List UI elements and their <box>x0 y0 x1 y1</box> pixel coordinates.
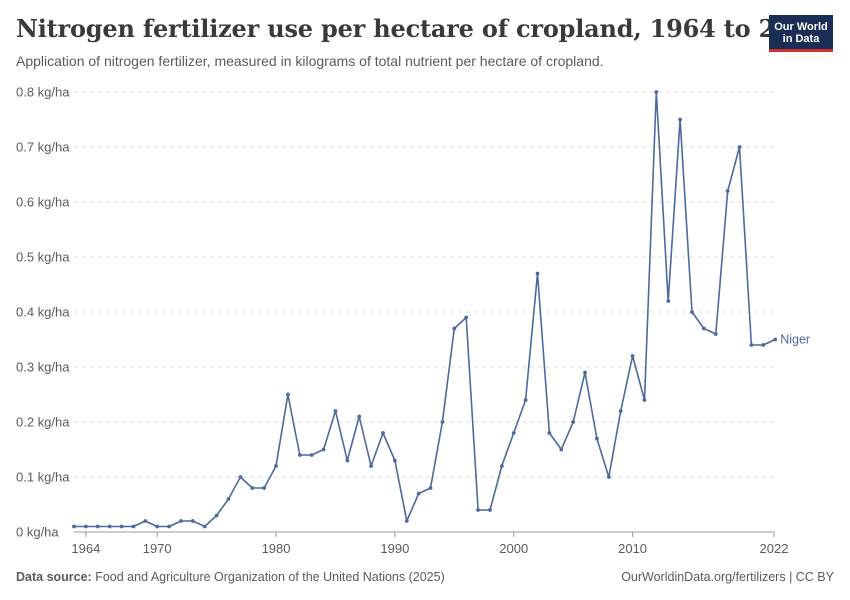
data-point <box>392 458 397 463</box>
data-point <box>72 524 76 529</box>
data-point <box>190 519 195 523</box>
data-point <box>618 409 623 413</box>
data-point <box>642 398 647 402</box>
data-point <box>452 326 457 331</box>
data-source-text: Food and Agriculture Organization of the… <box>95 570 445 584</box>
x-tick-label: 1970 <box>143 541 172 556</box>
x-tick-label: 1964 <box>71 541 100 556</box>
data-point <box>119 524 124 529</box>
data-point <box>523 398 528 402</box>
data-point <box>83 524 88 529</box>
data-point <box>547 431 552 435</box>
data-point <box>761 343 766 347</box>
data-point <box>131 524 136 529</box>
data-point <box>595 436 599 441</box>
data-point <box>262 486 267 490</box>
data-point <box>416 491 421 496</box>
x-tick-label: 2000 <box>499 541 528 556</box>
chart-title: Nitrogen fertilizer use per hectare of c… <box>16 14 825 43</box>
series-label: Niger <box>780 333 810 347</box>
x-tick-label: 2022 <box>760 541 789 556</box>
logo-line-2: in Data <box>782 33 820 45</box>
data-point <box>226 497 231 501</box>
data-source: Data source: Food and Agriculture Organi… <box>16 570 445 584</box>
owid-logo[interactable]: Our World in Data <box>769 15 833 52</box>
y-tick-label: 0.5 kg/ha <box>16 250 70 265</box>
x-tick-label: 1980 <box>262 541 291 556</box>
data-point <box>476 508 480 512</box>
data-point <box>143 519 148 523</box>
data-point <box>167 524 171 529</box>
data-point <box>428 486 433 490</box>
data-point <box>583 370 587 375</box>
data-point <box>369 464 374 468</box>
series-line-niger <box>74 91 776 528</box>
data-source-label: Data source: <box>16 570 92 584</box>
data-point <box>321 447 326 452</box>
data-point <box>630 354 635 358</box>
data-point <box>107 524 112 529</box>
data-point <box>333 409 338 413</box>
data-point <box>286 392 290 397</box>
data-point <box>499 464 504 468</box>
data-point <box>202 524 207 529</box>
data-point <box>737 145 742 149</box>
data-point <box>214 513 219 518</box>
data-point <box>357 414 362 419</box>
data-point <box>511 431 516 435</box>
data-point <box>654 90 659 94</box>
data-point <box>666 299 671 303</box>
data-point <box>749 343 754 347</box>
data-point <box>381 431 385 435</box>
y-tick-label: 0.4 kg/ha <box>16 305 70 320</box>
data-point <box>274 464 278 468</box>
data-point <box>440 420 445 424</box>
data-point <box>95 524 100 529</box>
data-point <box>606 475 611 479</box>
y-tick-label: 0.3 kg/ha <box>16 360 70 375</box>
data-point <box>571 420 576 424</box>
data-point <box>404 519 409 523</box>
data-point <box>488 508 492 512</box>
data-point <box>464 315 469 320</box>
data-point <box>297 453 302 457</box>
data-point <box>345 458 350 463</box>
data-point <box>179 519 183 523</box>
x-tick-label: 2010 <box>618 541 647 556</box>
data-point <box>535 271 540 276</box>
data-point <box>309 453 314 457</box>
data-point <box>155 524 160 529</box>
data-point <box>250 486 255 490</box>
data-point <box>773 337 778 342</box>
x-tick-label: 1990 <box>380 541 409 556</box>
data-point <box>678 117 683 122</box>
y-tick-label: 0.7 kg/ha <box>16 140 70 155</box>
footer-link[interactable]: OurWorldinData.org/fertilizers | CC BY <box>621 570 834 584</box>
data-point <box>701 326 706 331</box>
logo-line-1: Our World <box>774 21 828 33</box>
chart-subtitle: Application of nitrogen fertilizer, meas… <box>16 53 604 69</box>
data-point <box>238 475 243 479</box>
y-tick-label: 0.8 kg/ha <box>16 85 70 100</box>
data-point <box>713 332 718 336</box>
y-tick-label: 0 kg/ha <box>16 525 59 540</box>
y-tick-label: 0.1 kg/ha <box>16 470 70 485</box>
data-point <box>690 310 694 314</box>
y-tick-label: 0.2 kg/ha <box>16 415 70 430</box>
data-point <box>559 447 564 452</box>
y-tick-label: 0.6 kg/ha <box>16 195 70 210</box>
data-point <box>725 189 730 193</box>
